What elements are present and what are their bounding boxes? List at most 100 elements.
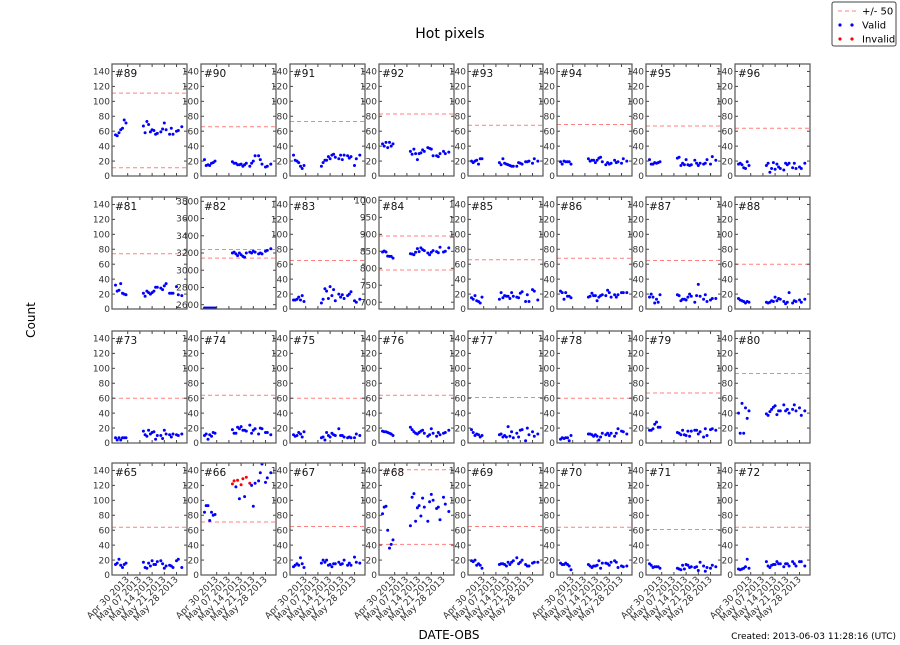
y-tick-label: 140 — [449, 201, 466, 211]
panel-89: 0 20 40 60 80 100 120 140 #89 — [93, 63, 188, 182]
valid-point — [686, 295, 690, 299]
valid-point — [321, 297, 325, 301]
panel-frame — [645, 196, 722, 310]
valid-point — [785, 562, 789, 566]
valid-point — [609, 431, 613, 435]
y-tick-label: 80 — [277, 511, 289, 521]
y-tick-label: 140 — [93, 335, 110, 345]
valid-point — [742, 431, 746, 435]
panel-frame — [200, 462, 277, 576]
valid-point — [115, 561, 119, 565]
y-tick-label: 0 — [727, 172, 733, 182]
y-tick-label: 120 — [93, 350, 110, 360]
valid-point — [527, 300, 531, 303]
valid-point — [145, 120, 149, 123]
panel-88: 0 20 40 60 80 100 120 140 #88 — [716, 196, 811, 315]
valid-point — [536, 560, 540, 564]
valid-point — [569, 296, 573, 300]
valid-point — [501, 157, 505, 161]
valid-point — [346, 563, 350, 567]
valid-point — [744, 167, 747, 170]
valid-point — [340, 293, 344, 297]
valid-point — [595, 158, 599, 162]
y-tick-label: 3000 — [176, 266, 199, 276]
panel-frame — [200, 330, 277, 444]
panel-label: #93 — [471, 68, 493, 80]
valid-point — [778, 167, 782, 170]
valid-point — [480, 157, 484, 161]
valid-point — [141, 291, 145, 295]
valid-point — [792, 161, 796, 165]
valid-point — [520, 162, 524, 166]
valid-point — [702, 564, 706, 568]
valid-point — [250, 431, 254, 435]
y-tick-label: 60 — [722, 394, 734, 404]
valid-point — [147, 561, 151, 565]
valid-point — [625, 564, 629, 568]
valid-point — [593, 294, 597, 298]
valid-point — [798, 406, 801, 410]
valid-point — [773, 404, 777, 408]
valid-point — [328, 285, 332, 289]
valid-point — [709, 162, 712, 166]
valid-point — [470, 428, 473, 432]
y-tick-label: 20 — [366, 157, 378, 167]
valid-point — [426, 519, 430, 523]
y-tick-label: 100 — [449, 497, 466, 507]
panel-label: #88 — [738, 201, 760, 213]
valid-point — [384, 504, 388, 508]
valid-point — [785, 407, 789, 411]
y-tick-label: 80 — [544, 245, 556, 255]
valid-point — [162, 428, 166, 432]
valid-point — [319, 164, 323, 168]
invalid-point — [230, 482, 234, 486]
y-tick-label: 100 — [538, 365, 555, 375]
valid-point — [677, 155, 681, 159]
valid-point — [794, 167, 798, 170]
valid-point — [422, 431, 426, 435]
y-tick-label: 700 — [360, 298, 377, 308]
valid-point — [349, 155, 353, 159]
valid-point — [206, 437, 210, 441]
y-tick-label: 120 — [271, 350, 288, 360]
valid-point — [269, 247, 273, 251]
valid-point — [695, 294, 699, 298]
valid-point — [499, 163, 503, 167]
y-tick-label: 120 — [271, 216, 288, 226]
valid-point — [143, 294, 147, 298]
valid-point — [117, 131, 121, 135]
valid-point — [696, 432, 700, 436]
valid-point — [649, 292, 653, 296]
panel-frame — [200, 63, 277, 177]
panel-label: #78 — [560, 335, 582, 347]
valid-point — [803, 161, 807, 165]
y-tick-label: 100 — [182, 98, 199, 108]
valid-point — [658, 566, 662, 570]
valid-point — [792, 403, 796, 407]
valid-point — [429, 427, 433, 431]
panel-label: #68 — [382, 467, 404, 479]
valid-point — [302, 566, 306, 569]
y-tick-label: 80 — [633, 245, 645, 255]
valid-point — [698, 430, 702, 434]
panel-82: 2600 2800 3000 3200 3400 3600 3800 #82 — [176, 196, 277, 311]
valid-point — [625, 432, 629, 436]
valid-point — [473, 294, 477, 298]
valid-point — [323, 287, 327, 291]
valid-point — [510, 430, 514, 434]
valid-point — [141, 429, 145, 433]
valid-point — [161, 562, 165, 566]
valid-point — [567, 160, 571, 164]
panel-background — [112, 197, 187, 309]
valid-point — [447, 246, 451, 250]
y-tick-label: 120 — [93, 482, 110, 492]
valid-point — [175, 285, 178, 289]
panel-95: 0 20 40 60 80 100 120 140 #95 — [627, 63, 722, 182]
valid-point — [803, 409, 807, 413]
valid-point — [511, 164, 515, 168]
y-tick-label: 80 — [366, 379, 378, 389]
valid-point — [260, 252, 264, 256]
valid-point — [782, 565, 786, 569]
panel-background — [379, 463, 454, 575]
panel-background — [557, 64, 632, 176]
